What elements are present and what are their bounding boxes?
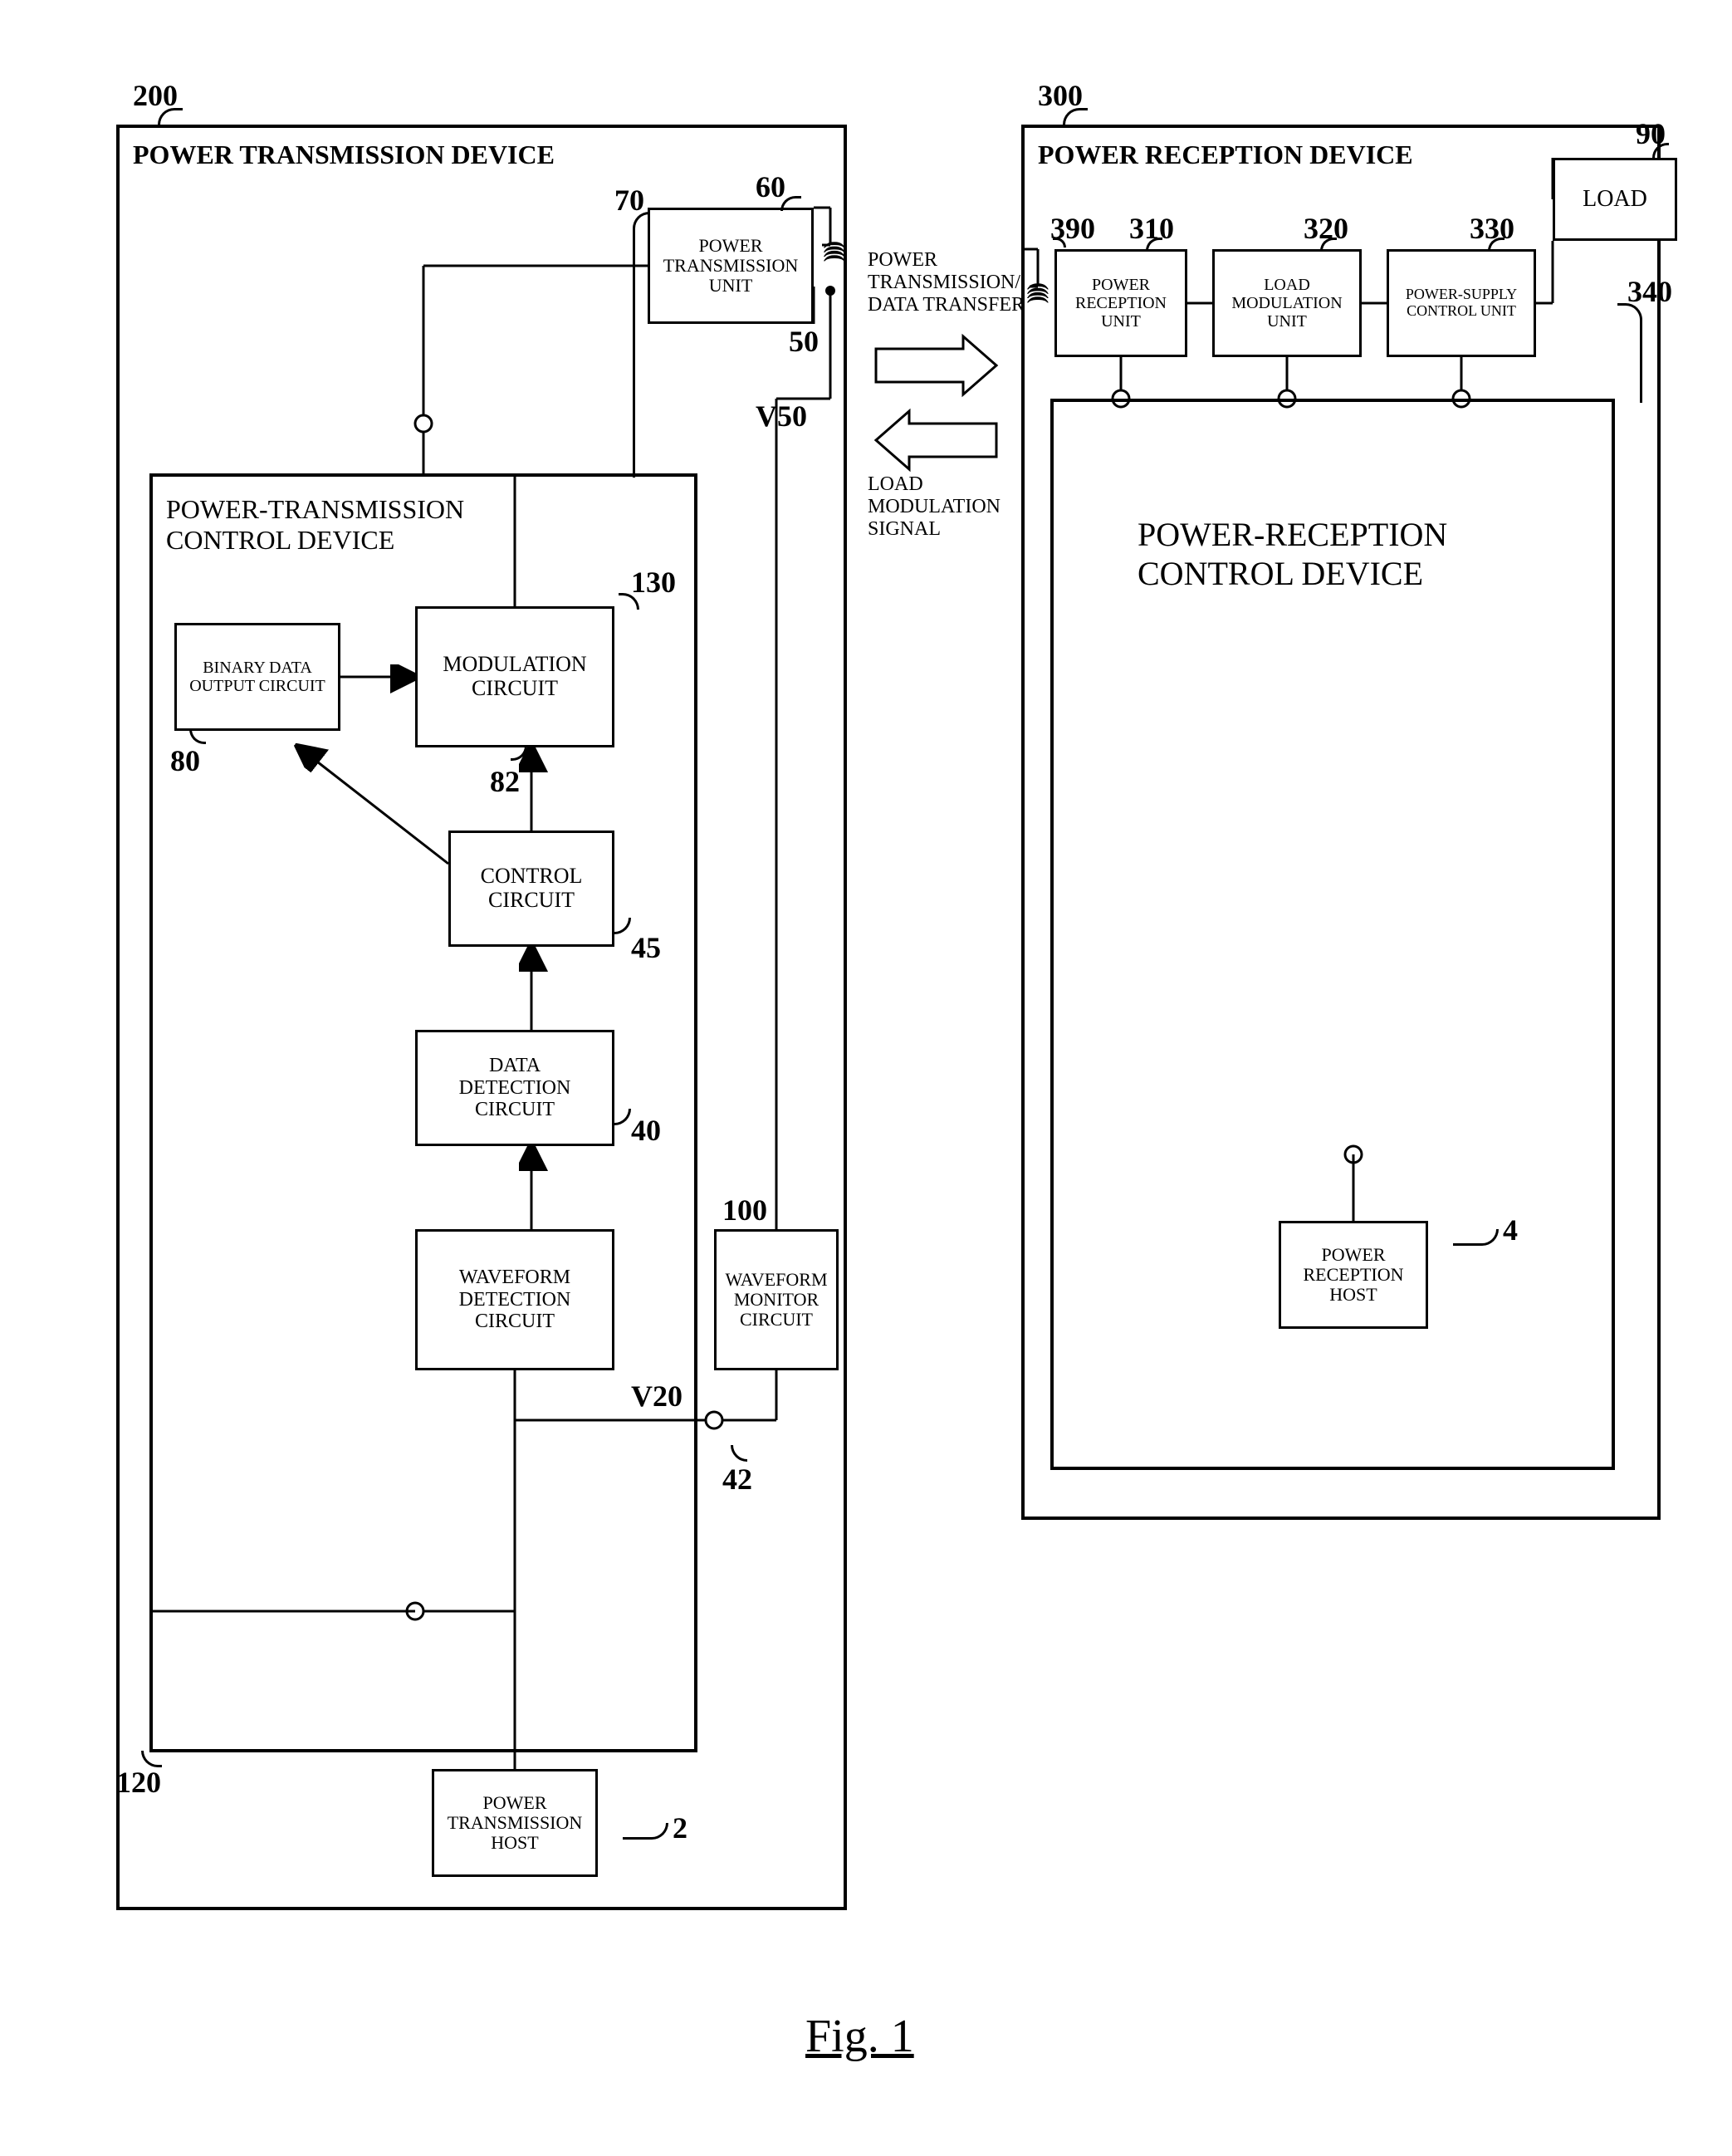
mod-ref: 82 <box>490 764 520 799</box>
power-transmission-host: POWER TRANSMISSION HOST <box>432 1769 598 1877</box>
rx-device-title: POWER RECEPTION DEVICE <box>1038 140 1413 170</box>
rx-host-ref: 4 <box>1503 1213 1518 1247</box>
ptcd-hook <box>633 212 649 478</box>
signal-top-label: POWER TRANSMISSION/ DATA TRANSFER <box>868 249 1025 316</box>
diagram-canvas: POWER TRANSMISSION DEVICE 200 POWER RECE… <box>33 33 1699 2123</box>
label-v50: V50 <box>756 399 807 434</box>
control-circuit: CONTROL CIRCUIT <box>448 831 614 947</box>
load-modulation-unit: LOAD MODULATION UNIT <box>1212 249 1362 357</box>
ptcd-ref: 70 <box>614 183 644 218</box>
waveform-detection-circuit: WAVEFORM DETECTION CIRCUIT <box>415 1229 614 1370</box>
load-block: LOAD <box>1553 158 1677 241</box>
waveform-monitor-circuit: WAVEFORM MONITOR CIRCUIT <box>714 1229 839 1370</box>
ref-130: 130 <box>631 565 676 600</box>
tx-coil-icon: (((( <box>822 241 849 258</box>
modulation-circuit: MODULATION CIRCUIT <box>415 606 614 747</box>
rx-coil-icon: (((( <box>1025 282 1052 300</box>
prcd-ref: 340 <box>1627 274 1672 309</box>
power-reception-unit: POWER RECEPTION UNIT <box>1054 249 1187 357</box>
ref-120: 120 <box>116 1765 161 1800</box>
wave-mon-ref: 100 <box>722 1193 767 1227</box>
signal-bottom-label: LOAD MODULATION SIGNAL <box>868 473 1001 541</box>
data-detection-circuit: DATA DETECTION CIRCUIT <box>415 1030 614 1146</box>
data-det-ref: 40 <box>631 1113 661 1148</box>
prcd-hook <box>1617 303 1642 403</box>
ref-50: 50 <box>789 324 819 359</box>
ptu-ref: 60 <box>756 169 785 204</box>
prcd-title: POWER-RECEPTION CONTROL DEVICE <box>1138 515 1447 593</box>
label-v20: V20 <box>631 1379 683 1414</box>
binary-data-output-circuit: BINARY DATA OUTPUT CIRCUIT <box>174 623 340 731</box>
power-supply-control-unit: POWER-SUPPLY CONTROL UNIT <box>1387 249 1536 357</box>
wave-det-ref: 42 <box>722 1462 752 1497</box>
binary-ref: 80 <box>170 743 200 778</box>
power-transmission-unit: POWER TRANSMISSION UNIT <box>648 208 814 324</box>
tx-host-ref: 2 <box>673 1811 687 1845</box>
figure-label: Fig. 1 <box>805 2010 914 2063</box>
ptcd-title: POWER-TRANSMISSION CONTROL DEVICE <box>166 494 464 556</box>
ctrl-ref: 45 <box>631 930 661 965</box>
tx-device-title: POWER TRANSMISSION DEVICE <box>133 140 555 170</box>
power-reception-host: POWER RECEPTION HOST <box>1279 1221 1428 1329</box>
